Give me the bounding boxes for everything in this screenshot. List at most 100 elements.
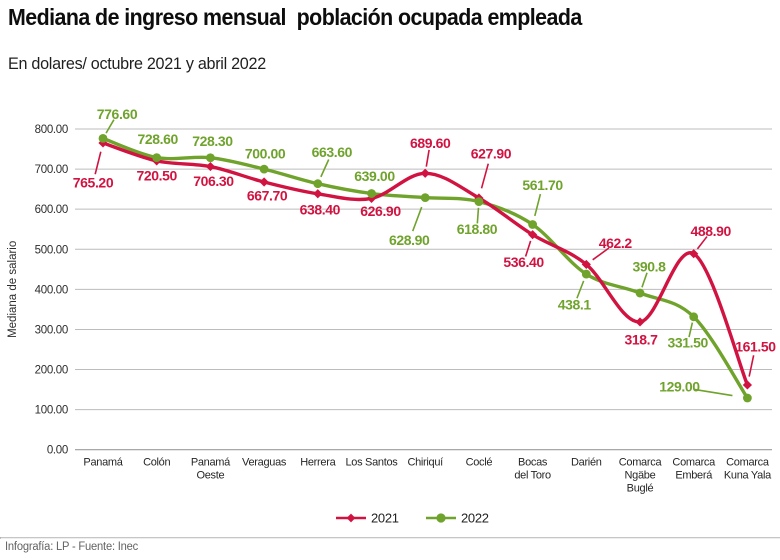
footer-credit: Infografía: LP - Fuente: Inec <box>5 541 139 553</box>
category-label: Panamá <box>83 457 123 469</box>
data-point-2022-1 <box>152 153 162 163</box>
data-label-2022-3: 700.00 <box>245 146 286 162</box>
category-label: Colón <box>143 457 170 469</box>
label-leader-line <box>320 159 330 178</box>
data-point-2022-3 <box>259 164 269 174</box>
page-subtitle: En dolares/ octubre 2021 y abril 2022 <box>8 54 266 73</box>
label-leader-line <box>411 206 423 232</box>
label-leader-line <box>576 280 585 299</box>
data-label-2021-1: 720.50 <box>136 167 177 183</box>
series-line-2021 <box>101 141 750 387</box>
data-label-2022-8: 561.70 <box>522 177 563 193</box>
y-tick-label: 0.00 <box>47 445 68 457</box>
y-tick-label: 300.00 <box>35 324 68 336</box>
data-label-2021-12: 161.50 <box>735 338 776 354</box>
data-point-2022-6 <box>420 193 430 202</box>
data-point-2021-8 <box>528 230 538 240</box>
y-tick-label: 100.00 <box>35 405 68 417</box>
y-tick-label: 500.00 <box>35 244 68 256</box>
data-point-2022-12 <box>743 393 752 403</box>
category-label: Emberá <box>675 470 713 482</box>
label-leader-line <box>105 119 115 134</box>
category-label: Chiriquí <box>407 457 443 469</box>
label-leader-line <box>480 163 490 189</box>
label-leader-line <box>94 151 102 175</box>
data-label-2021-4: 638.40 <box>300 201 341 217</box>
label-leader-line <box>534 193 542 217</box>
data-label-2021-0: 765.20 <box>73 174 114 190</box>
data-point-2021-9 <box>581 259 591 270</box>
chart-canvas: 0.00 100.00 200.00 300.00 400.00 500.00 600.00… <box>7 106 777 526</box>
data-label-2021-2: 706.30 <box>193 173 234 189</box>
category-label: Panamá <box>191 457 231 469</box>
category-label: Darién <box>571 457 602 469</box>
data-point-2021-4 <box>313 189 323 199</box>
category-label: Comarca <box>726 457 770 469</box>
category-label: Bocas <box>518 457 548 469</box>
data-point-2022-2 <box>206 153 215 163</box>
data-label-2022-11: 331.50 <box>667 334 708 350</box>
data-label-2021-7: 627.90 <box>471 145 512 161</box>
label-leader-line <box>694 388 733 397</box>
category-label: Coclé <box>466 457 493 469</box>
y-tick-label: 600.00 <box>35 204 68 216</box>
data-label-2022-10: 390.8 <box>632 259 666 275</box>
data-point-2022-11 <box>689 312 699 322</box>
label-leader-line <box>476 207 480 224</box>
data-label-2022-5: 639.00 <box>354 168 395 184</box>
data-point-2021-0 <box>98 138 108 148</box>
data-point-2022-9 <box>581 269 591 279</box>
category-label: Herrera <box>300 457 336 469</box>
category-label: Ngäbe <box>625 470 656 482</box>
data-point-2021-10 <box>635 317 645 327</box>
data-point-2021-12 <box>742 380 752 390</box>
category-label: Comarca <box>619 457 663 469</box>
label-leader-line <box>425 149 430 167</box>
data-point-2022-4 <box>313 179 323 189</box>
data-point-2021-11 <box>689 249 699 259</box>
data-label-2022-2: 728.30 <box>192 133 233 149</box>
data-point-2022-8 <box>528 220 537 229</box>
category-label: Comarca <box>672 457 716 469</box>
data-label-2022-0: 776.60 <box>97 106 138 122</box>
data-point-2021-6 <box>420 168 430 178</box>
y-tick-label: 800.00 <box>35 124 68 136</box>
data-label-2022-7: 618.80 <box>457 221 498 237</box>
data-label-2022-1: 728.60 <box>137 131 178 147</box>
data-label-2022-12: 129.00 <box>659 378 700 394</box>
category-label: Buglé <box>627 483 654 495</box>
data-label-2021-6: 689.60 <box>410 135 451 151</box>
footer-divider <box>0 537 780 539</box>
category-label: Los Santos <box>345 457 398 469</box>
category-label: Oeste <box>196 470 224 482</box>
legend-marker-2021 <box>346 513 356 523</box>
legend-marker-2022 <box>436 513 446 523</box>
data-label-2021-5: 626.90 <box>360 203 401 219</box>
label-leader-line <box>592 247 610 261</box>
income-line-chart: 0.00 100.00 200.00 300.00 400.00 500.00 600.00… <box>0 92 780 534</box>
label-leader-line <box>641 272 648 288</box>
data-label-2022-4: 663.60 <box>312 144 353 160</box>
category-label: Veraguas <box>242 457 287 469</box>
page-title: Mediana de ingreso mensual población ocu… <box>8 4 582 30</box>
label-leader-line <box>688 322 694 338</box>
data-point-2021-3 <box>259 177 269 187</box>
data-label-2022-9: 438.1 <box>558 297 592 313</box>
data-label-2021-10: 318.7 <box>624 331 658 347</box>
category-label: del Toro <box>514 470 551 482</box>
label-leader-line <box>524 240 532 257</box>
data-label-2021-8: 536.40 <box>503 254 544 270</box>
data-label-2021-9: 462.2 <box>599 235 633 251</box>
y-tick-label: 700.00 <box>35 164 68 176</box>
data-point-2022-7 <box>474 197 484 207</box>
y-axis-title: Mediana de salario <box>7 241 19 338</box>
data-point-2021-2 <box>205 161 215 172</box>
data-point-2022-10 <box>635 288 645 298</box>
data-point-2022-0 <box>98 133 108 143</box>
legend-label-2022: 2022 <box>461 511 489 526</box>
label-leader-line <box>696 236 708 250</box>
category-label: Kuna Yala <box>724 470 772 482</box>
data-point-2022-5 <box>367 189 376 198</box>
legend-label-2021: 2021 <box>371 511 399 526</box>
data-label-2022-6: 628.90 <box>389 232 430 248</box>
